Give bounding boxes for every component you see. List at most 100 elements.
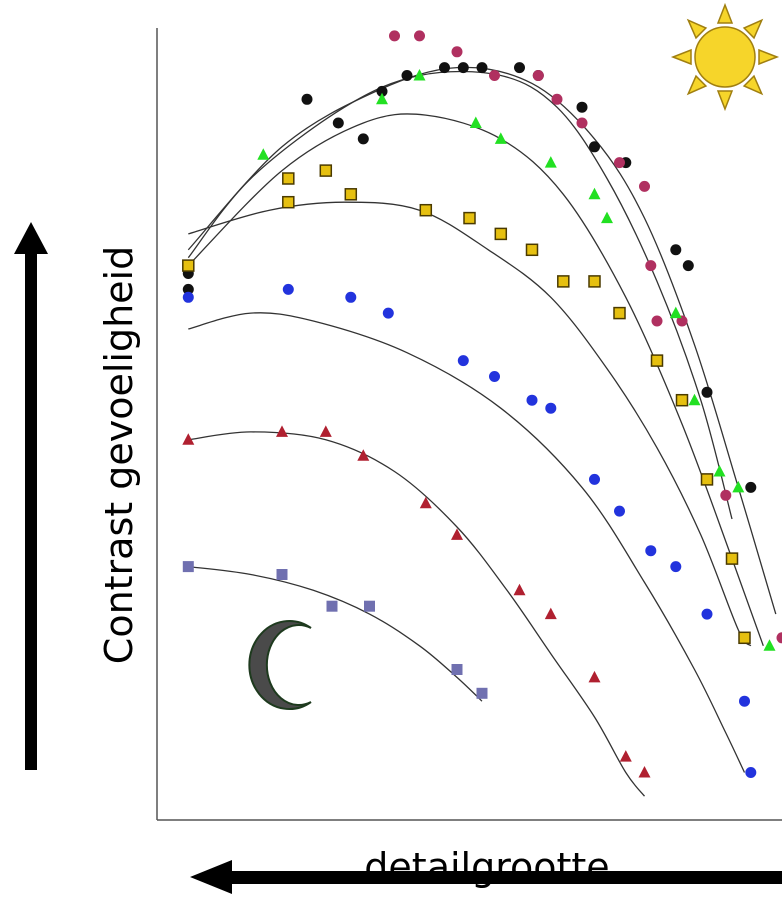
data-point-s3-12 bbox=[732, 480, 745, 493]
data-point-s4-6 bbox=[419, 203, 433, 217]
data-point-s5-3 bbox=[345, 291, 357, 303]
data-point-s5-6 bbox=[489, 371, 500, 382]
data-point-s6-4 bbox=[357, 449, 370, 461]
data-point-s4-1 bbox=[182, 259, 195, 272]
fit-curve-1 bbox=[187, 70, 733, 520]
data-point-s2-3 bbox=[451, 46, 463, 58]
data-point-s2-4 bbox=[489, 70, 500, 81]
data-point-s4-5 bbox=[344, 188, 358, 201]
data-point-s3-9 bbox=[669, 306, 682, 319]
data-point-s3-10 bbox=[688, 393, 701, 406]
data-point-s1-18 bbox=[701, 386, 713, 398]
data-point-s4-11 bbox=[588, 275, 601, 288]
data-point-s3-3 bbox=[413, 69, 426, 81]
data-point-s2-11 bbox=[651, 315, 663, 327]
data-point-s7-3 bbox=[326, 600, 338, 612]
fit-curves bbox=[187, 66, 777, 797]
data-point-s3-5 bbox=[494, 132, 507, 144]
data-point-s6-2 bbox=[276, 425, 288, 437]
data-point-s4-10 bbox=[557, 275, 570, 288]
data-point-s5-12 bbox=[670, 561, 682, 573]
data-point-s2-2 bbox=[414, 30, 425, 42]
data-point-s1-11 bbox=[514, 62, 525, 74]
moon-icon bbox=[248, 620, 312, 710]
data-point-s3-7 bbox=[588, 187, 601, 200]
data-point-s6-6 bbox=[451, 528, 463, 540]
data-point-s3-4 bbox=[469, 116, 482, 128]
data-point-s3-6 bbox=[544, 156, 557, 168]
x-axis-label: detailgrootte bbox=[364, 845, 609, 889]
data-points bbox=[182, 30, 782, 778]
data-point-s4-7 bbox=[463, 211, 476, 225]
data-point-s1-6 bbox=[376, 85, 388, 97]
data-point-s7-2 bbox=[276, 569, 288, 580]
data-point-s5-9 bbox=[589, 473, 600, 485]
x-direction-arrow bbox=[190, 860, 782, 894]
data-point-s3-1 bbox=[257, 148, 270, 160]
data-point-s2-1 bbox=[389, 30, 400, 42]
data-point-s4-15 bbox=[700, 473, 714, 486]
data-point-s1-19 bbox=[745, 481, 757, 493]
data-point-s5-4 bbox=[382, 307, 394, 319]
data-point-s2-13 bbox=[720, 489, 732, 501]
data-point-s1-7 bbox=[401, 70, 413, 81]
data-point-s4-3 bbox=[319, 164, 333, 177]
data-point-s4-8 bbox=[494, 227, 508, 241]
sun-icon bbox=[670, 2, 780, 112]
data-point-s6-7 bbox=[513, 583, 526, 596]
data-point-s1-13 bbox=[576, 101, 588, 113]
data-point-s2-9 bbox=[639, 180, 650, 192]
data-point-s6-3 bbox=[319, 425, 332, 437]
data-point-s7-4 bbox=[364, 600, 375, 612]
data-point-s2-12 bbox=[676, 315, 688, 327]
data-point-s4-14 bbox=[675, 393, 689, 407]
data-point-s2-5 bbox=[532, 70, 544, 81]
data-point-s5-8 bbox=[545, 402, 557, 414]
data-point-s6-8 bbox=[544, 607, 557, 620]
fit-curve-6 bbox=[188, 431, 646, 797]
data-point-s6-5 bbox=[419, 496, 432, 509]
y-direction-arrow bbox=[14, 222, 48, 770]
data-point-s2-8 bbox=[614, 157, 625, 169]
y-axis-label: Contrast gevoeligheid bbox=[97, 246, 141, 664]
data-point-s7-6 bbox=[476, 687, 488, 699]
data-point-s5-11 bbox=[645, 545, 657, 557]
data-point-s3-2 bbox=[376, 92, 388, 105]
data-point-s5-13 bbox=[701, 608, 713, 620]
fit-curve-7 bbox=[188, 565, 483, 702]
fit-curve-5 bbox=[188, 312, 746, 773]
axes bbox=[156, 28, 782, 821]
data-point-s5-1 bbox=[182, 291, 194, 303]
data-point-s1-16 bbox=[670, 244, 682, 256]
data-point-s5-7 bbox=[526, 394, 538, 406]
data-point-s1-14 bbox=[589, 141, 600, 153]
data-point-s1-3 bbox=[301, 93, 313, 105]
data-point-s2-14 bbox=[776, 632, 782, 644]
data-point-s1-2 bbox=[182, 283, 194, 295]
data-point-s1-9 bbox=[457, 62, 469, 74]
data-point-s7-5 bbox=[451, 664, 463, 675]
data-point-s1-17 bbox=[682, 260, 694, 272]
data-point-s4-2 bbox=[282, 172, 295, 185]
data-point-s4-12 bbox=[613, 306, 626, 320]
data-point-s4-16 bbox=[725, 552, 739, 565]
data-point-s6-1 bbox=[182, 433, 195, 445]
data-point-s4-17 bbox=[738, 631, 751, 645]
fit-curve-2 bbox=[187, 66, 777, 615]
data-point-s4-13 bbox=[650, 354, 664, 367]
data-point-s6-11 bbox=[638, 766, 651, 778]
data-point-s7-1 bbox=[182, 561, 194, 573]
data-point-s4-4 bbox=[282, 195, 295, 209]
data-point-s2-6 bbox=[551, 93, 563, 105]
data-point-s1-5 bbox=[357, 133, 369, 145]
data-point-s1-4 bbox=[332, 117, 344, 129]
data-point-s4-9 bbox=[525, 243, 539, 257]
data-point-s6-9 bbox=[588, 670, 601, 683]
data-point-s5-14 bbox=[739, 695, 750, 707]
fit-curve-3 bbox=[187, 113, 764, 647]
data-point-s5-10 bbox=[614, 505, 625, 517]
data-point-s3-13 bbox=[763, 639, 776, 651]
data-point-s3-8 bbox=[601, 211, 613, 224]
data-point-s3-11 bbox=[713, 465, 726, 477]
